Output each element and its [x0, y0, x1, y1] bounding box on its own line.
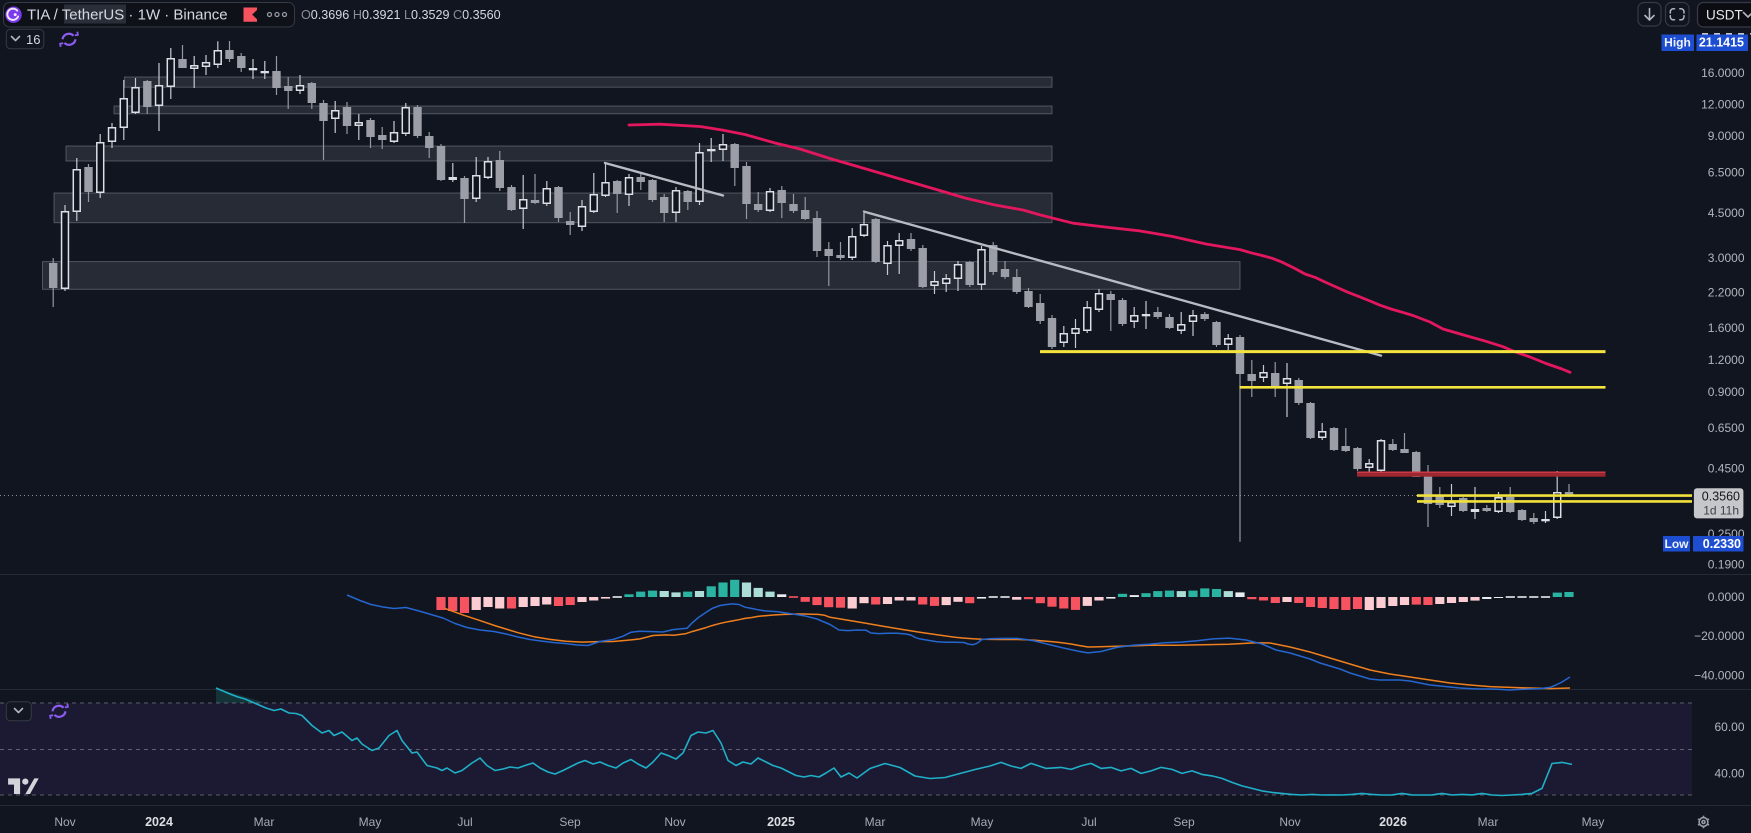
- svg-text:May: May: [971, 815, 994, 829]
- svg-text:2025: 2025: [767, 815, 795, 829]
- svg-text:12.0000: 12.0000: [1701, 97, 1745, 111]
- svg-text:Jul: Jul: [1081, 815, 1096, 829]
- svg-text:0.2330: 0.2330: [1703, 537, 1741, 551]
- svg-text:Nov: Nov: [1279, 815, 1300, 829]
- svg-text:2024: 2024: [145, 815, 173, 829]
- svg-text:USDT: USDT: [1706, 8, 1743, 23]
- svg-text:60.00: 60.00: [1714, 720, 1744, 734]
- svg-text:9.0000: 9.0000: [1708, 129, 1745, 143]
- svg-text:0.3560: 0.3560: [1702, 490, 1740, 504]
- svg-text:High: High: [1664, 36, 1691, 50]
- svg-text:21.1415: 21.1415: [1699, 36, 1744, 50]
- svg-text:Mar: Mar: [865, 815, 886, 829]
- svg-text:0.9000: 0.9000: [1708, 385, 1745, 399]
- svg-text:2026: 2026: [1379, 815, 1407, 829]
- svg-text:16.0000: 16.0000: [1701, 66, 1745, 80]
- svg-text:−40.0000: −40.0000: [1694, 669, 1745, 683]
- svg-text:O0.3696 H0.3921 L0.3529 C0.356: O0.3696 H0.3921 L0.3529 C0.3560: [301, 8, 501, 22]
- svg-text:6.5000: 6.5000: [1708, 165, 1745, 179]
- svg-text:May: May: [1582, 815, 1605, 829]
- svg-text:Nov: Nov: [664, 815, 685, 829]
- svg-text:Mar: Mar: [1478, 815, 1499, 829]
- svg-text:1d 11h: 1d 11h: [1703, 504, 1739, 518]
- svg-text:0.0000: 0.0000: [1708, 590, 1745, 604]
- svg-text:Mar: Mar: [254, 815, 275, 829]
- svg-text:May: May: [359, 815, 382, 829]
- svg-text:0.1900: 0.1900: [1708, 558, 1745, 572]
- svg-text:16: 16: [26, 32, 40, 47]
- svg-text:Low: Low: [1665, 537, 1690, 551]
- svg-text:4.5000: 4.5000: [1708, 206, 1745, 220]
- svg-text:−20.0000: −20.0000: [1694, 629, 1745, 643]
- svg-text:0.6500: 0.6500: [1708, 421, 1745, 435]
- svg-text:1.2000: 1.2000: [1708, 353, 1745, 367]
- svg-text:3.0000: 3.0000: [1708, 251, 1745, 265]
- svg-text:1.6000: 1.6000: [1708, 321, 1745, 335]
- svg-text:Sep: Sep: [559, 815, 581, 829]
- svg-text:0.4500: 0.4500: [1708, 462, 1745, 476]
- svg-text:2.2000: 2.2000: [1708, 286, 1745, 300]
- svg-text:TIA / TetherUS · 1W · Binance: TIA / TetherUS · 1W · Binance: [27, 7, 228, 24]
- svg-text:Jul: Jul: [457, 815, 472, 829]
- svg-text:40.00: 40.00: [1714, 767, 1744, 781]
- svg-text:Nov: Nov: [54, 815, 75, 829]
- svg-text:Sep: Sep: [1173, 815, 1195, 829]
